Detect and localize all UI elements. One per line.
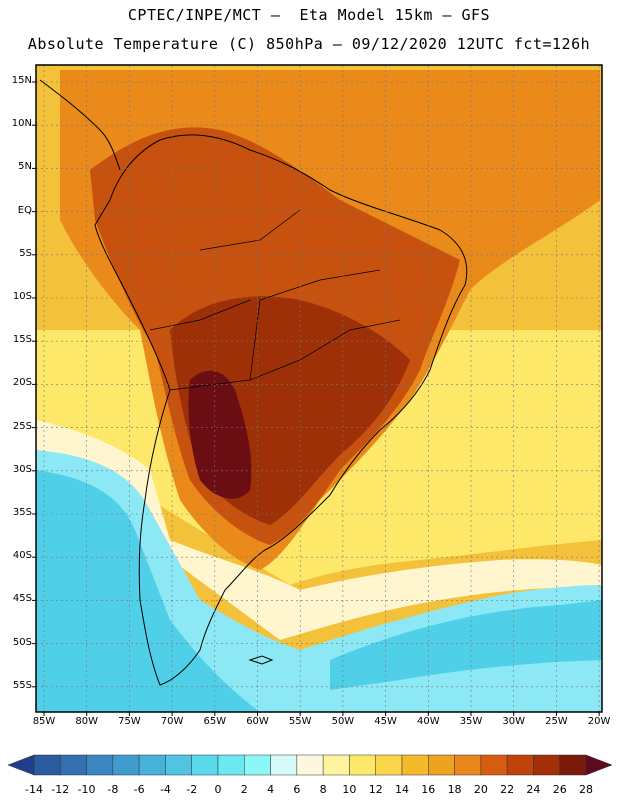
colorbar-swatch [454, 754, 482, 776]
latitude-ticks [32, 81, 36, 688]
lat-label: 10N [11, 118, 32, 130]
lat-label: 45S [12, 593, 32, 605]
colorbar-swatch [86, 754, 114, 776]
colorbar-swatch [480, 754, 508, 776]
field-band-cold-ocean [36, 470, 260, 712]
lat-label: 30S [12, 463, 32, 475]
lat-label: 15N [11, 75, 32, 86]
colorbar-swatch [244, 754, 271, 776]
colorbar-label: 10 [342, 783, 357, 796]
colorbar-label: 12 [368, 783, 383, 796]
colorbar-swatch [506, 754, 534, 776]
colorbar-label: -10 [77, 783, 96, 796]
colorbar-swatch [296, 754, 324, 776]
field-band-pale [36, 420, 602, 640]
colorbar-swatch [270, 754, 298, 776]
lon-label: 75W [118, 716, 141, 727]
colorbar-swatch [33, 754, 61, 776]
lon-label: 85W [32, 716, 56, 727]
colorbar-swatch [533, 754, 560, 776]
coastline-central-america [39, 79, 121, 171]
colorbar-swatch [322, 754, 350, 776]
lon-label: 45W [374, 716, 397, 727]
lon-label: 35W [459, 716, 483, 727]
colorbar-label: 22 [500, 783, 515, 796]
lat-label: 55S [12, 679, 32, 691]
lat-label: 50S [12, 636, 32, 648]
lon-label: 30W [502, 716, 525, 727]
colorbar-label: -6 [133, 783, 145, 796]
lon-label: 20W [587, 716, 611, 727]
lat-label: 5S [19, 247, 32, 259]
map-title-line1: CPTEC/INPE/MCT – Eta Model 15km – GFS [127, 6, 491, 24]
colorbar-label: -2 [186, 783, 198, 796]
colorbar-swatch [375, 754, 403, 776]
lon-label: 80W [75, 716, 98, 727]
graticule [36, 65, 602, 712]
falkland-islands [248, 655, 274, 665]
colorbar-label: 26 [552, 783, 567, 796]
colorbar-swatch [349, 754, 376, 776]
colorbar-label: 14 [395, 783, 409, 796]
lat-label: 10S [12, 291, 32, 302]
coastline-south-america [94, 134, 468, 686]
colorbar-overflow-arrow [585, 754, 613, 776]
lon-label: 50W [331, 716, 355, 727]
lon-label: 65W [203, 716, 227, 727]
colorbar-underflow-arrow [7, 754, 35, 776]
colorbar-swatch [559, 754, 587, 776]
colorbar-swatch [217, 754, 245, 776]
colorbar [7, 754, 613, 776]
lon-label: 70W [160, 716, 184, 727]
lat-label: 20S [12, 377, 32, 389]
colorbar-swatch [138, 754, 166, 776]
map-frame [35, 64, 603, 713]
field-band-cold-ocean-east [330, 600, 602, 690]
colorbar-label: -14 [25, 783, 43, 796]
colorbar-label: 24 [526, 783, 541, 796]
colorbar-label: 16 [421, 783, 436, 796]
colorbar-label: 28 [579, 783, 593, 796]
field-continent-extreme [188, 370, 252, 499]
lon-label: 60W [246, 716, 269, 727]
lat-label: EQ [17, 204, 32, 216]
colorbar-label: 8 [319, 783, 327, 796]
colorbar-swatch [112, 754, 140, 776]
colorbar-label: 18 [447, 783, 462, 796]
colorbar-label: -12 [51, 783, 70, 796]
lat-label: 15S [12, 334, 32, 346]
lat-label: 25S [12, 420, 32, 432]
colorbar-label: 20 [473, 783, 488, 796]
map-title-line2: Absolute Temperature (C) 850hPa – 09/12/… [27, 35, 591, 53]
colorbar-swatch [401, 754, 429, 776]
colorbar-swatch [428, 754, 455, 776]
lon-label: 25W [545, 716, 568, 727]
colorbar-label: 6 [293, 783, 301, 796]
colorbar-swatch [191, 754, 219, 776]
lat-label: 35S [12, 507, 32, 518]
colorbar-label: -8 [107, 783, 119, 796]
colorbar-swatch [165, 754, 192, 776]
colorbar-label: 0 [214, 783, 222, 796]
lon-label: 40W [416, 716, 440, 727]
lat-label: 40S [12, 550, 32, 562]
colorbar-label: 4 [267, 783, 275, 796]
colorbar-swatch [60, 754, 87, 776]
lon-label: 55W [288, 716, 312, 727]
colorbar-label: -4 [159, 783, 171, 796]
lat-label: 5N [18, 161, 32, 173]
map-field [36, 65, 602, 712]
longitude-ticks [43, 712, 600, 716]
colorbar-label: 2 [240, 783, 248, 796]
